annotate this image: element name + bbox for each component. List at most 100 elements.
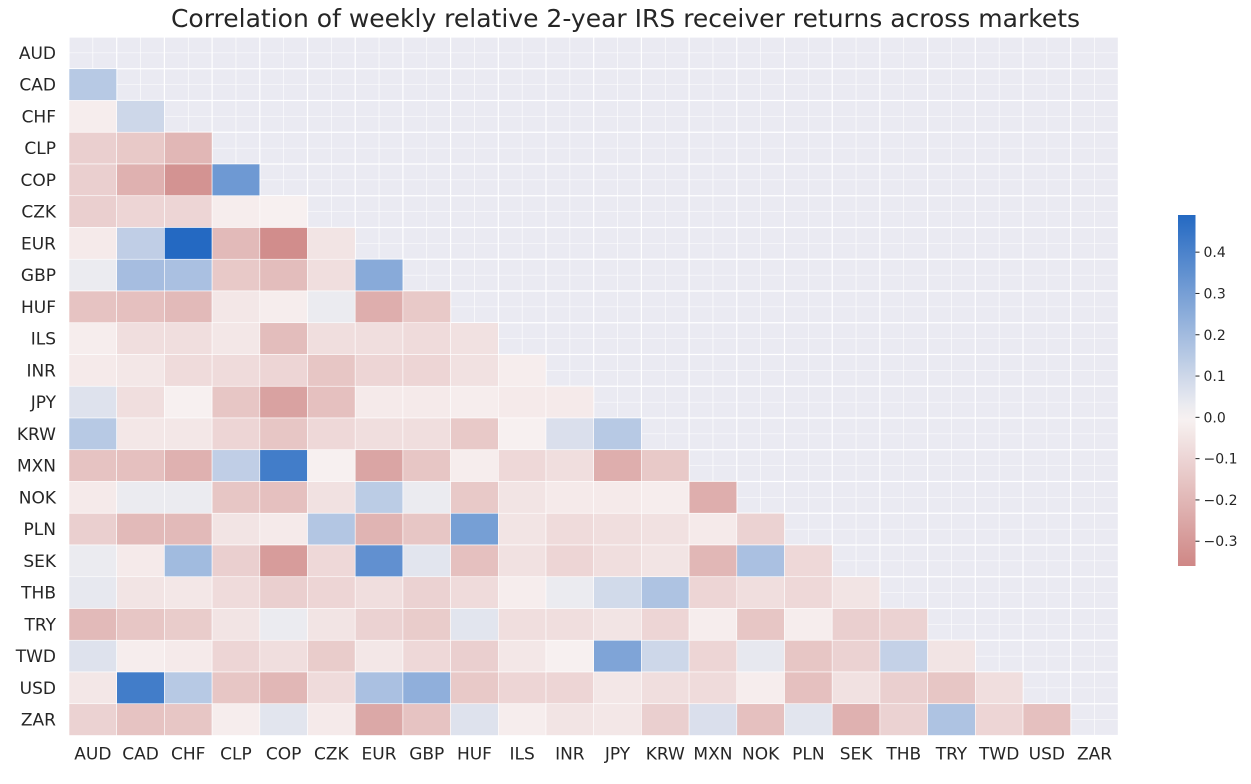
heatmap-cell-mxn-aud xyxy=(68,449,118,482)
heatmap-cell-eur-cop xyxy=(259,227,308,260)
heatmap-cell-pln-cad xyxy=(116,512,165,546)
heatmap-cell-try-nok xyxy=(736,608,785,641)
heatmap-cell-mxn-gbp xyxy=(402,449,451,482)
heatmap-cell-nok-krw xyxy=(641,481,690,514)
row-label-huf: HUF xyxy=(21,298,56,318)
heatmap-cell-twd-pln xyxy=(784,639,833,673)
column-label-aud: AUD xyxy=(74,745,111,765)
heatmap-cell-usd-aud xyxy=(68,671,118,705)
heatmap-cell-mxn-inr xyxy=(545,449,595,482)
heatmap-cell-thb-clp xyxy=(211,576,261,609)
heatmap-cell-usd-nok xyxy=(736,671,785,705)
heatmap-cell-twd-aud xyxy=(68,639,118,673)
heatmap-cell-usd-czk xyxy=(307,671,356,705)
heatmap-cell-zar-pln xyxy=(784,703,833,736)
colorbar-tick-label: −0.2 xyxy=(1204,493,1238,509)
heatmap-cell-zar-twd xyxy=(974,703,1024,736)
heatmap-cell-sek-ils xyxy=(497,544,547,578)
heatmap-cell-czk-aud xyxy=(68,195,118,228)
heatmap-cell-czk-cad xyxy=(116,195,165,228)
colorbar-tick-label: 0.3 xyxy=(1204,286,1226,302)
column-label-huf: HUF xyxy=(457,745,492,765)
column-labels: AUD CAD CHF CLP COP CZK EUR GBP HUF ILS INR JPY KRW M… xyxy=(74,745,1112,765)
row-labels: AUD CAD CHF CLP COP CZK EUR GBP HUF ILS INR JPY KRW M… xyxy=(15,44,57,731)
heatmap-cell-inr-gbp xyxy=(402,354,451,387)
heatmap-cell-twd-jpy xyxy=(593,639,642,673)
heatmap-cells xyxy=(68,68,1072,736)
heatmap-cell-zar-thb xyxy=(879,703,928,736)
column-label-zar: ZAR xyxy=(1077,745,1112,765)
heatmap-cell-nok-cop xyxy=(259,481,308,514)
heatmap-cell-thb-gbp xyxy=(402,576,451,609)
heatmap-cell-inr-huf xyxy=(450,354,499,387)
heatmap-cell-try-cad xyxy=(116,608,165,641)
heatmap-cell-huf-cop xyxy=(259,290,308,324)
heatmap-cell-eur-chf xyxy=(164,227,213,260)
column-label-inr: INR xyxy=(555,745,585,765)
heatmap-cell-nok-mxn xyxy=(688,481,738,514)
heatmap-cell-nok-czk xyxy=(307,481,356,514)
column-label-clp: CLP xyxy=(220,745,252,765)
colorbar-tick-label: −0.1 xyxy=(1204,452,1238,468)
heatmap-cell-nok-inr xyxy=(545,481,595,514)
heatmap-cell-jpy-clp xyxy=(211,385,261,419)
row-label-krw: KRW xyxy=(17,425,56,445)
heatmap-cell-try-clp xyxy=(211,608,261,641)
heatmap-cell-inr-eur xyxy=(354,354,404,387)
heatmap-cell-pln-nok xyxy=(736,512,785,546)
row-label-zar: ZAR xyxy=(21,711,56,731)
heatmap-cell-zar-aud xyxy=(68,703,118,736)
colorbar-tick-label: 0.1 xyxy=(1204,369,1226,385)
heatmap-cell-inr-czk xyxy=(307,354,356,387)
heatmap-cell-krw-eur xyxy=(354,417,404,451)
heatmap-cell-usd-sek xyxy=(831,671,881,705)
heatmap-cell-twd-clp xyxy=(211,639,261,673)
heatmap-cell-twd-cop xyxy=(259,639,308,673)
column-label-gbp: GBP xyxy=(409,745,444,765)
heatmap-cell-thb-aud xyxy=(68,576,118,609)
heatmap-cell-thb-pln xyxy=(784,576,833,609)
heatmap-cell-ils-aud xyxy=(68,322,118,355)
heatmap-cell-clp-chf xyxy=(164,131,213,165)
heatmap-cell-thb-inr xyxy=(545,576,595,609)
heatmap-cell-cop-clp xyxy=(211,163,261,197)
heatmap-cell-usd-gbp xyxy=(402,671,451,705)
heatmap-cell-thb-jpy xyxy=(593,576,642,609)
heatmap-cell-twd-inr xyxy=(545,639,595,673)
heatmap-cell-sek-krw xyxy=(641,544,690,578)
heatmap-cell-thb-cad xyxy=(116,576,165,609)
heatmap-cell-pln-ils xyxy=(497,512,547,546)
heatmap-cell-gbp-clp xyxy=(211,258,261,292)
heatmap-cell-ils-clp xyxy=(211,322,261,355)
column-label-eur: EUR xyxy=(362,745,397,765)
column-label-cad: CAD xyxy=(122,745,159,765)
heatmap-cell-sek-czk xyxy=(307,544,356,578)
heatmap-cell-zar-jpy xyxy=(593,703,642,736)
heatmap-cell-cad-aud xyxy=(68,68,118,101)
heatmap-cell-chf-aud xyxy=(68,100,118,133)
heatmap-cell-inr-ils xyxy=(497,354,547,387)
heatmap-cell-krw-clp xyxy=(211,417,261,451)
heatmap-cell-try-gbp xyxy=(402,608,451,641)
heatmap-cell-pln-huf xyxy=(450,512,499,546)
heatmap-cell-try-eur xyxy=(354,608,404,641)
heatmap-cell-gbp-czk xyxy=(307,258,356,292)
row-label-pln: PLN xyxy=(24,520,56,540)
heatmap-cell-gbp-chf xyxy=(164,258,213,292)
heatmap-cell-inr-aud xyxy=(68,354,118,387)
colorbar-bar xyxy=(1178,215,1196,566)
row-label-eur: EUR xyxy=(21,234,56,254)
heatmap-cell-huf-czk xyxy=(307,290,356,324)
heatmap-cell-pln-gbp xyxy=(402,512,451,546)
column-label-try: TRY xyxy=(935,745,968,765)
heatmap-cell-ils-huf xyxy=(450,322,499,355)
heatmap-cell-krw-cad xyxy=(116,417,165,451)
heatmap-cell-krw-chf xyxy=(164,417,213,451)
colorbar: −0.3 −0.2 −0.1 0.0 0.1 0.2 0.3 0.4 xyxy=(1178,215,1238,566)
heatmap-cell-zar-usd xyxy=(1022,703,1072,736)
heatmap-cell-nok-clp xyxy=(211,481,261,514)
heatmap-cell-krw-jpy xyxy=(593,417,642,451)
heatmap-cell-gbp-cad xyxy=(116,258,165,292)
heatmap-cell-pln-clp xyxy=(211,512,261,546)
heatmap-cell-sek-pln xyxy=(784,544,833,578)
